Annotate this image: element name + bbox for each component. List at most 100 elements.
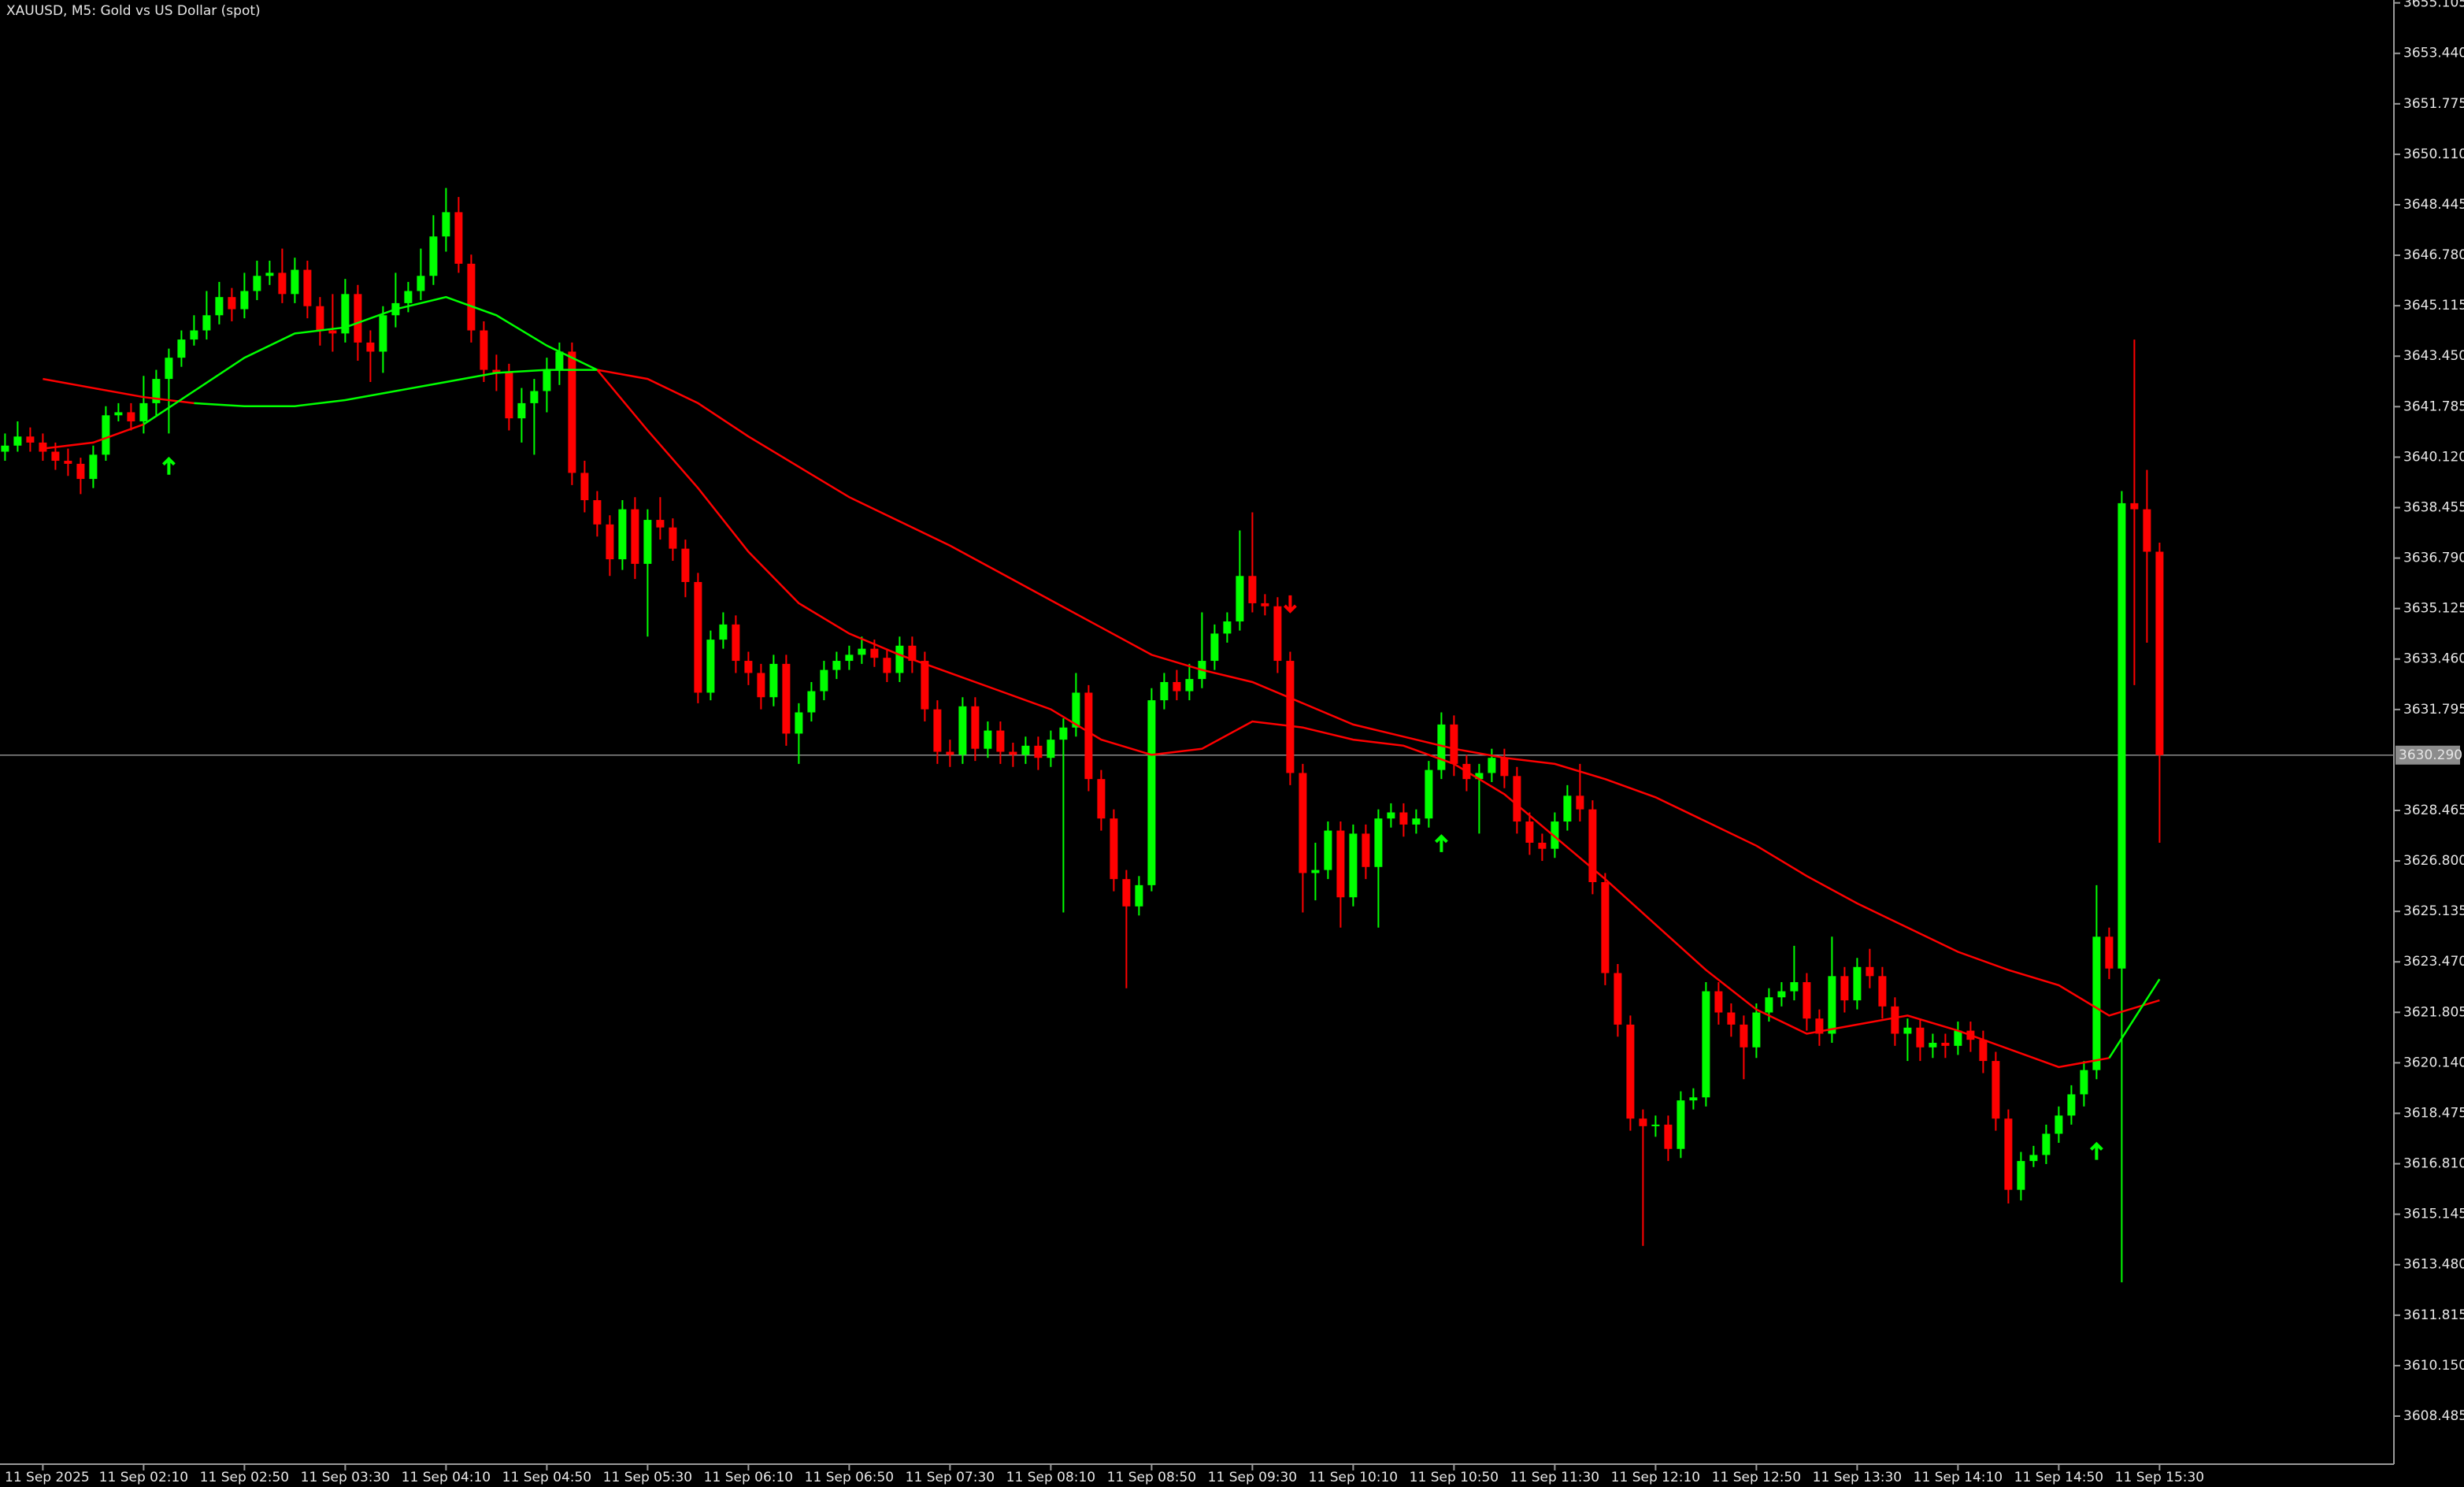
x-tick-label: 11 Sep 08:10: [1006, 1470, 1095, 1485]
candle-body: [2143, 509, 2151, 552]
candle-body: [328, 330, 337, 334]
candle-body: [1223, 621, 1232, 634]
candle-body: [1878, 976, 1887, 1007]
y-tick-label: 3625.135: [2403, 903, 2464, 919]
candle-body: [1815, 1018, 1824, 1034]
candle-body: [480, 330, 488, 370]
candle-body: [64, 461, 72, 464]
y-tick-label: 3628.465: [2403, 803, 2464, 818]
candle-body: [1929, 1043, 1937, 1048]
candle-body: [1538, 842, 1547, 849]
candle-body: [1387, 812, 1395, 819]
y-tick-label: 3635.125: [2403, 601, 2464, 617]
candle-body: [404, 291, 413, 303]
y-tick-label: 3608.485: [2403, 1408, 2464, 1424]
candle-body: [1412, 818, 1421, 825]
candle-body: [921, 661, 929, 710]
candle-body: [694, 581, 702, 693]
candle-body: [316, 306, 324, 331]
y-tick-label: 3620.140: [2403, 1055, 2464, 1070]
candle-body: [1790, 982, 1799, 992]
y-tick-label: 3641.785: [2403, 399, 2464, 414]
candle-body: [1727, 1012, 1736, 1025]
candle-body: [1034, 745, 1043, 758]
x-tick-label: 11 Sep 14:50: [2014, 1470, 2103, 1485]
candle-body: [1853, 966, 1862, 1001]
candle-body: [1009, 751, 1017, 755]
candle-body: [543, 369, 551, 391]
signal-arrow: [2089, 1141, 2103, 1160]
candle-body: [820, 669, 828, 692]
candle-body: [505, 373, 513, 419]
candle-body: [442, 212, 450, 237]
candle-body: [379, 315, 387, 352]
candle-body: [555, 351, 564, 370]
candle-body: [26, 436, 35, 443]
signal-arrow: [1283, 595, 1297, 614]
y-tick-label: 3640.120: [2403, 449, 2464, 465]
x-tick-label: 11 Sep 13:30: [1813, 1470, 1902, 1485]
x-tick-label: 11 Sep 04:10: [402, 1470, 491, 1485]
candle-body: [996, 730, 1005, 752]
candle-body: [127, 412, 135, 421]
candle-body: [1677, 1100, 1685, 1149]
chart-title: XAUUSD, M5: Gold vs US Dollar (spot): [6, 3, 261, 19]
moving-average-line: [43, 369, 2110, 1069]
candle-body: [958, 706, 967, 755]
candle-body: [454, 212, 463, 264]
candle-body: [76, 463, 85, 480]
candle-body: [1122, 879, 1131, 907]
candle-body: [845, 655, 854, 662]
candle-body: [1626, 1024, 1635, 1119]
y-tick-label: 3611.815: [2403, 1307, 2464, 1323]
candle-body: [643, 520, 652, 564]
candle-body: [278, 273, 287, 295]
candle-body: [606, 524, 614, 560]
candle-body: [782, 663, 791, 734]
candle-body: [1551, 821, 1559, 849]
candle-body: [1979, 1040, 1988, 1062]
candle-body: [2042, 1133, 2051, 1155]
candle-body: [114, 412, 123, 416]
y-tick-label: 3613.480: [2403, 1257, 2464, 1273]
candle-body: [1336, 830, 1345, 898]
candle-body: [593, 500, 602, 525]
y-tick-label: 3655.105: [2403, 0, 2464, 11]
candle-body: [858, 648, 866, 655]
candle-body: [265, 273, 274, 276]
moving-average-line: [43, 369, 2160, 1017]
candle-body: [1084, 692, 1093, 780]
candle-body: [366, 342, 375, 352]
candle-body: [1147, 700, 1156, 885]
x-tick-label: 11 Sep 08:50: [1107, 1470, 1196, 1485]
y-tick-label: 3631.795: [2403, 702, 2464, 718]
candle-body: [1601, 882, 1610, 973]
candle-body: [933, 709, 942, 752]
plot-background: [0, 0, 2394, 1464]
signal-arrow: [1434, 834, 1448, 852]
candle-body: [1173, 681, 1181, 692]
candle-body: [1651, 1124, 1660, 1126]
last-price-box: [2395, 745, 2460, 765]
candle-body: [1614, 973, 1622, 1025]
y-tick-label: 3616.810: [2403, 1156, 2464, 1172]
candle-body: [1513, 776, 1521, 822]
y-tick-label: 3645.115: [2403, 298, 2464, 313]
candle-body: [1362, 833, 1370, 867]
candle-body: [1828, 976, 1836, 1034]
candle-body: [669, 527, 677, 549]
y-tick-label: 3638.455: [2403, 499, 2464, 515]
candle-body: [984, 730, 992, 749]
x-tick-label: 11 Sep 12:50: [1712, 1470, 1801, 1485]
x-tick-label: 11 Sep 02:50: [200, 1470, 289, 1485]
candle-body: [1261, 603, 1269, 606]
candle-body: [870, 648, 879, 658]
y-tick-label: 3633.460: [2403, 651, 2464, 667]
y-tick-label: 3615.145: [2403, 1207, 2464, 1222]
candle-body: [1437, 724, 1446, 770]
candle-body: [1689, 1097, 1698, 1101]
x-tick-label: 11 Sep 10:10: [1309, 1470, 1398, 1485]
candle-body: [883, 658, 891, 673]
y-tick-label: 3618.475: [2403, 1105, 2464, 1121]
